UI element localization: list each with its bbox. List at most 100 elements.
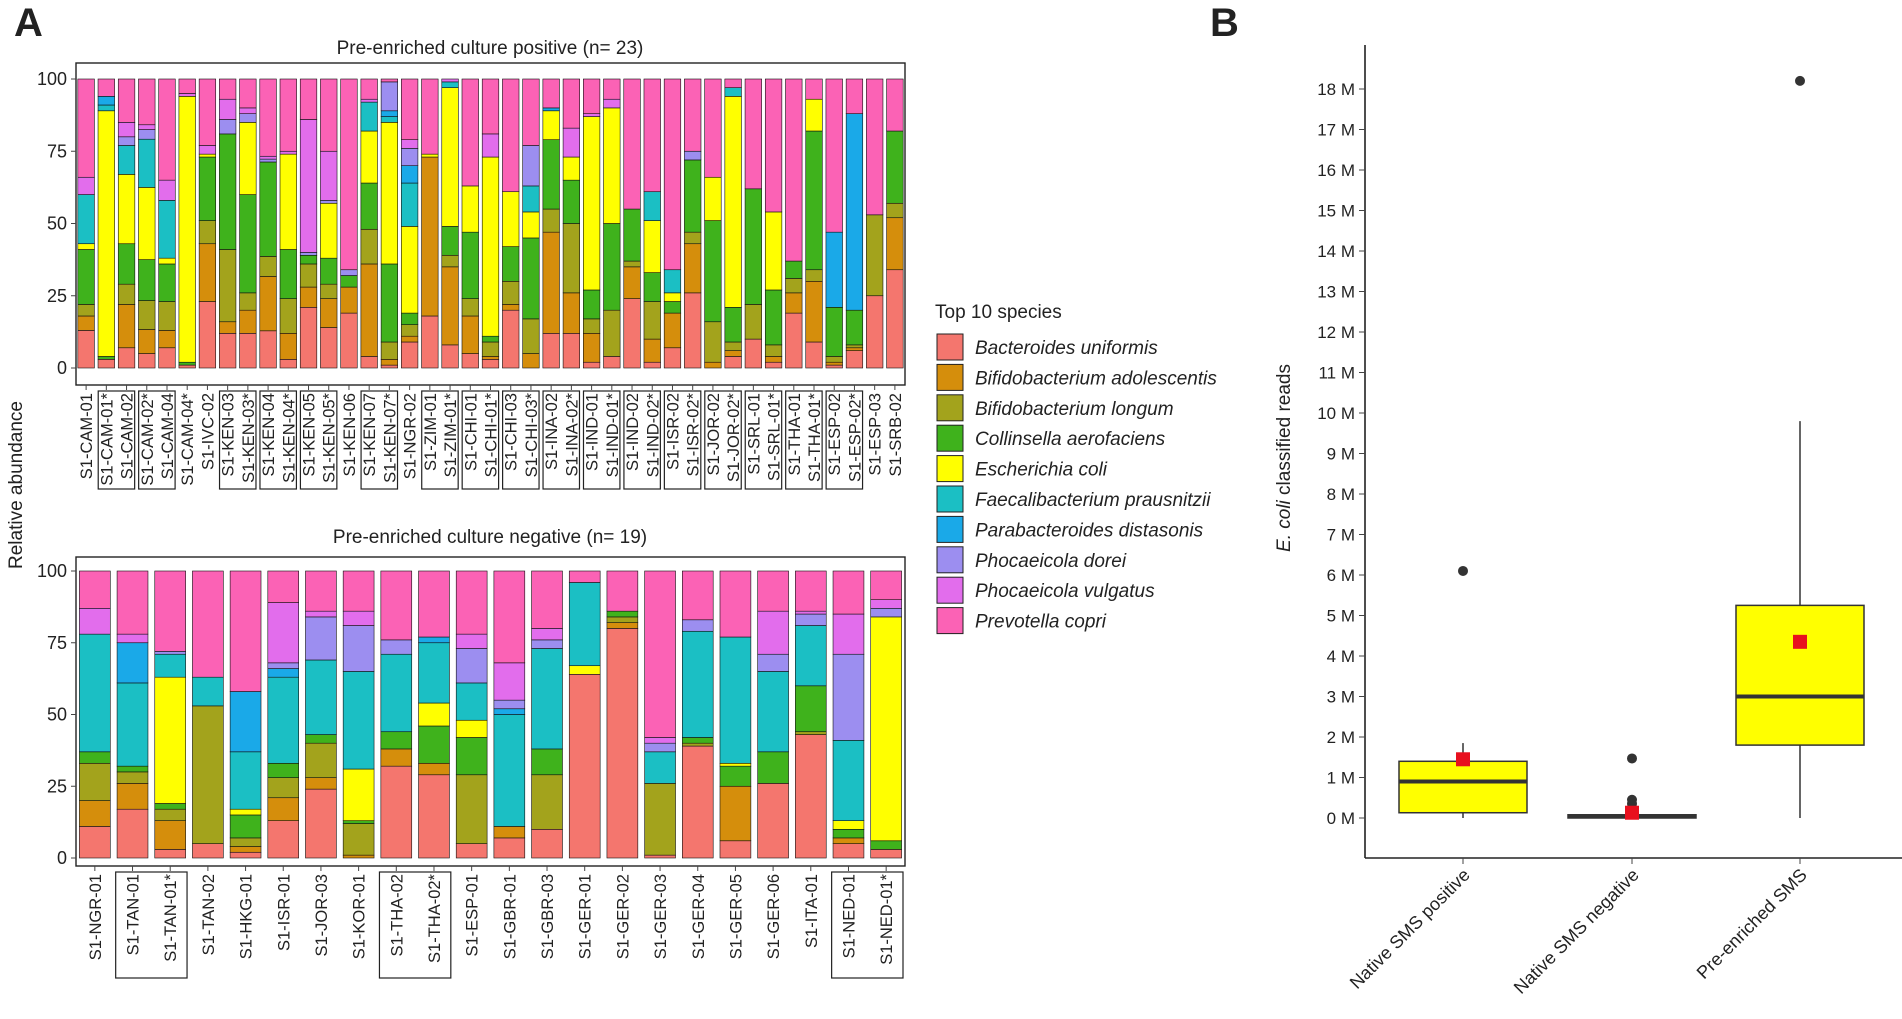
sample-pair-box: [378, 871, 452, 979]
bar-segment: [663, 269, 682, 294]
bar-segment: [795, 570, 827, 612]
bar-segment: [441, 226, 459, 256]
x-tick-label: S1-NGR-01: [87, 874, 105, 960]
bar-segment: [886, 202, 904, 219]
bar-segment: [886, 269, 904, 369]
bar-segment: [192, 705, 224, 844]
bar-segment: [663, 347, 682, 369]
bar-segment: [832, 820, 865, 830]
y-tick-label: 16 M: [1317, 161, 1355, 180]
bar-segment: [229, 570, 262, 692]
bar-segment: [267, 676, 299, 764]
bar-segment: [719, 570, 752, 638]
x-tick-label: S1-NGR-02: [402, 393, 420, 479]
outlier-point: [1795, 75, 1805, 86]
bar-segment: [401, 148, 419, 167]
bar-segment: [117, 283, 136, 305]
bar-segment: [795, 685, 827, 733]
bar-segment: [79, 800, 111, 827]
bar-segment: [744, 338, 762, 369]
bar-segment: [531, 639, 563, 649]
bar-segment: [154, 808, 186, 821]
x-tick-label: S1-IND-02*: [644, 392, 662, 477]
bar-segment: [320, 150, 338, 201]
bar-segment: [305, 742, 337, 778]
x-tick-label: S1-IND-02: [624, 393, 642, 471]
bar-segment: [116, 808, 149, 859]
bar-segment: [684, 78, 702, 152]
bar-segment: [198, 156, 217, 221]
bar-segment: [845, 347, 864, 351]
mean-marker: [1456, 752, 1470, 767]
bar-segment: [198, 243, 217, 302]
bar-segment: [493, 662, 526, 701]
bar-segment: [77, 304, 95, 317]
bar-segment: [481, 156, 500, 337]
bar-segment: [401, 312, 419, 325]
bar-segment: [845, 309, 864, 346]
bar-segment: [340, 275, 358, 288]
bar-segment: [704, 321, 722, 363]
sample-pair-box: [461, 390, 500, 490]
legend-swatch: [936, 546, 964, 574]
bar-segment: [744, 78, 762, 190]
bar-segment: [154, 849, 186, 859]
legend-swatch: [936, 363, 964, 391]
bar-segment: [299, 307, 318, 369]
outlier-point: [1627, 794, 1637, 805]
bar-segment: [870, 570, 902, 601]
bar-segment: [455, 570, 488, 635]
bar-segment: [219, 249, 237, 323]
bar-segment: [154, 803, 186, 810]
bar-segment: [531, 748, 563, 776]
bar-segment: [870, 840, 902, 850]
bar-segment: [719, 785, 752, 842]
bar-segment: [832, 843, 865, 859]
bar-segment: [832, 570, 865, 615]
bar-segment: [267, 820, 299, 859]
x-tick-label: S1-TAN-02: [200, 874, 218, 955]
bar-segment: [219, 133, 237, 250]
x-tick-label: S1-KEN-04*: [280, 392, 298, 482]
x-tick-label: S1-GER-04: [690, 874, 708, 959]
bar-segment: [360, 228, 378, 265]
bar-segment: [267, 797, 299, 821]
y-tick-label: 4 M: [1327, 647, 1355, 666]
bar-segment: [198, 301, 217, 369]
bar-segment: [682, 737, 714, 744]
bar-segment: [455, 719, 488, 738]
x-tick-label: S1-INA-02*: [563, 392, 581, 476]
bar-segment: [606, 616, 639, 623]
bar-segment: [77, 249, 95, 305]
bar-segment: [79, 762, 111, 801]
bar-segment: [342, 854, 375, 859]
bar-segment: [259, 78, 277, 157]
bar-segment: [342, 823, 375, 856]
bar-segment: [531, 828, 563, 859]
bar-segment: [785, 292, 803, 314]
bar-segment: [360, 78, 378, 100]
bar-segment: [198, 145, 217, 155]
x-tick-label: S1-CAM-01: [78, 393, 96, 479]
bar-segment: [421, 78, 439, 155]
bar-segment: [340, 286, 358, 314]
bar-segment: [229, 808, 262, 816]
bar-segment: [832, 653, 865, 741]
sample-pair-box: [138, 390, 176, 490]
y-tick-label: 18 M: [1317, 80, 1355, 99]
bar-segment: [340, 312, 358, 369]
bar-segment: [380, 570, 413, 641]
bar-segment: [603, 223, 621, 311]
legend-swatch: [936, 424, 964, 452]
bar-segment: [502, 280, 520, 305]
y-tick-label: 50: [47, 705, 67, 725]
bar-segment: [380, 263, 398, 343]
bar-segment: [305, 616, 337, 661]
bar-segment: [229, 837, 262, 847]
bar-segment: [198, 153, 217, 158]
bar-segment: [493, 708, 526, 715]
sample-pair-box: [831, 871, 904, 979]
sample-pair-box: [785, 390, 823, 490]
bar-segment: [418, 702, 450, 727]
bar-segment: [138, 300, 156, 330]
